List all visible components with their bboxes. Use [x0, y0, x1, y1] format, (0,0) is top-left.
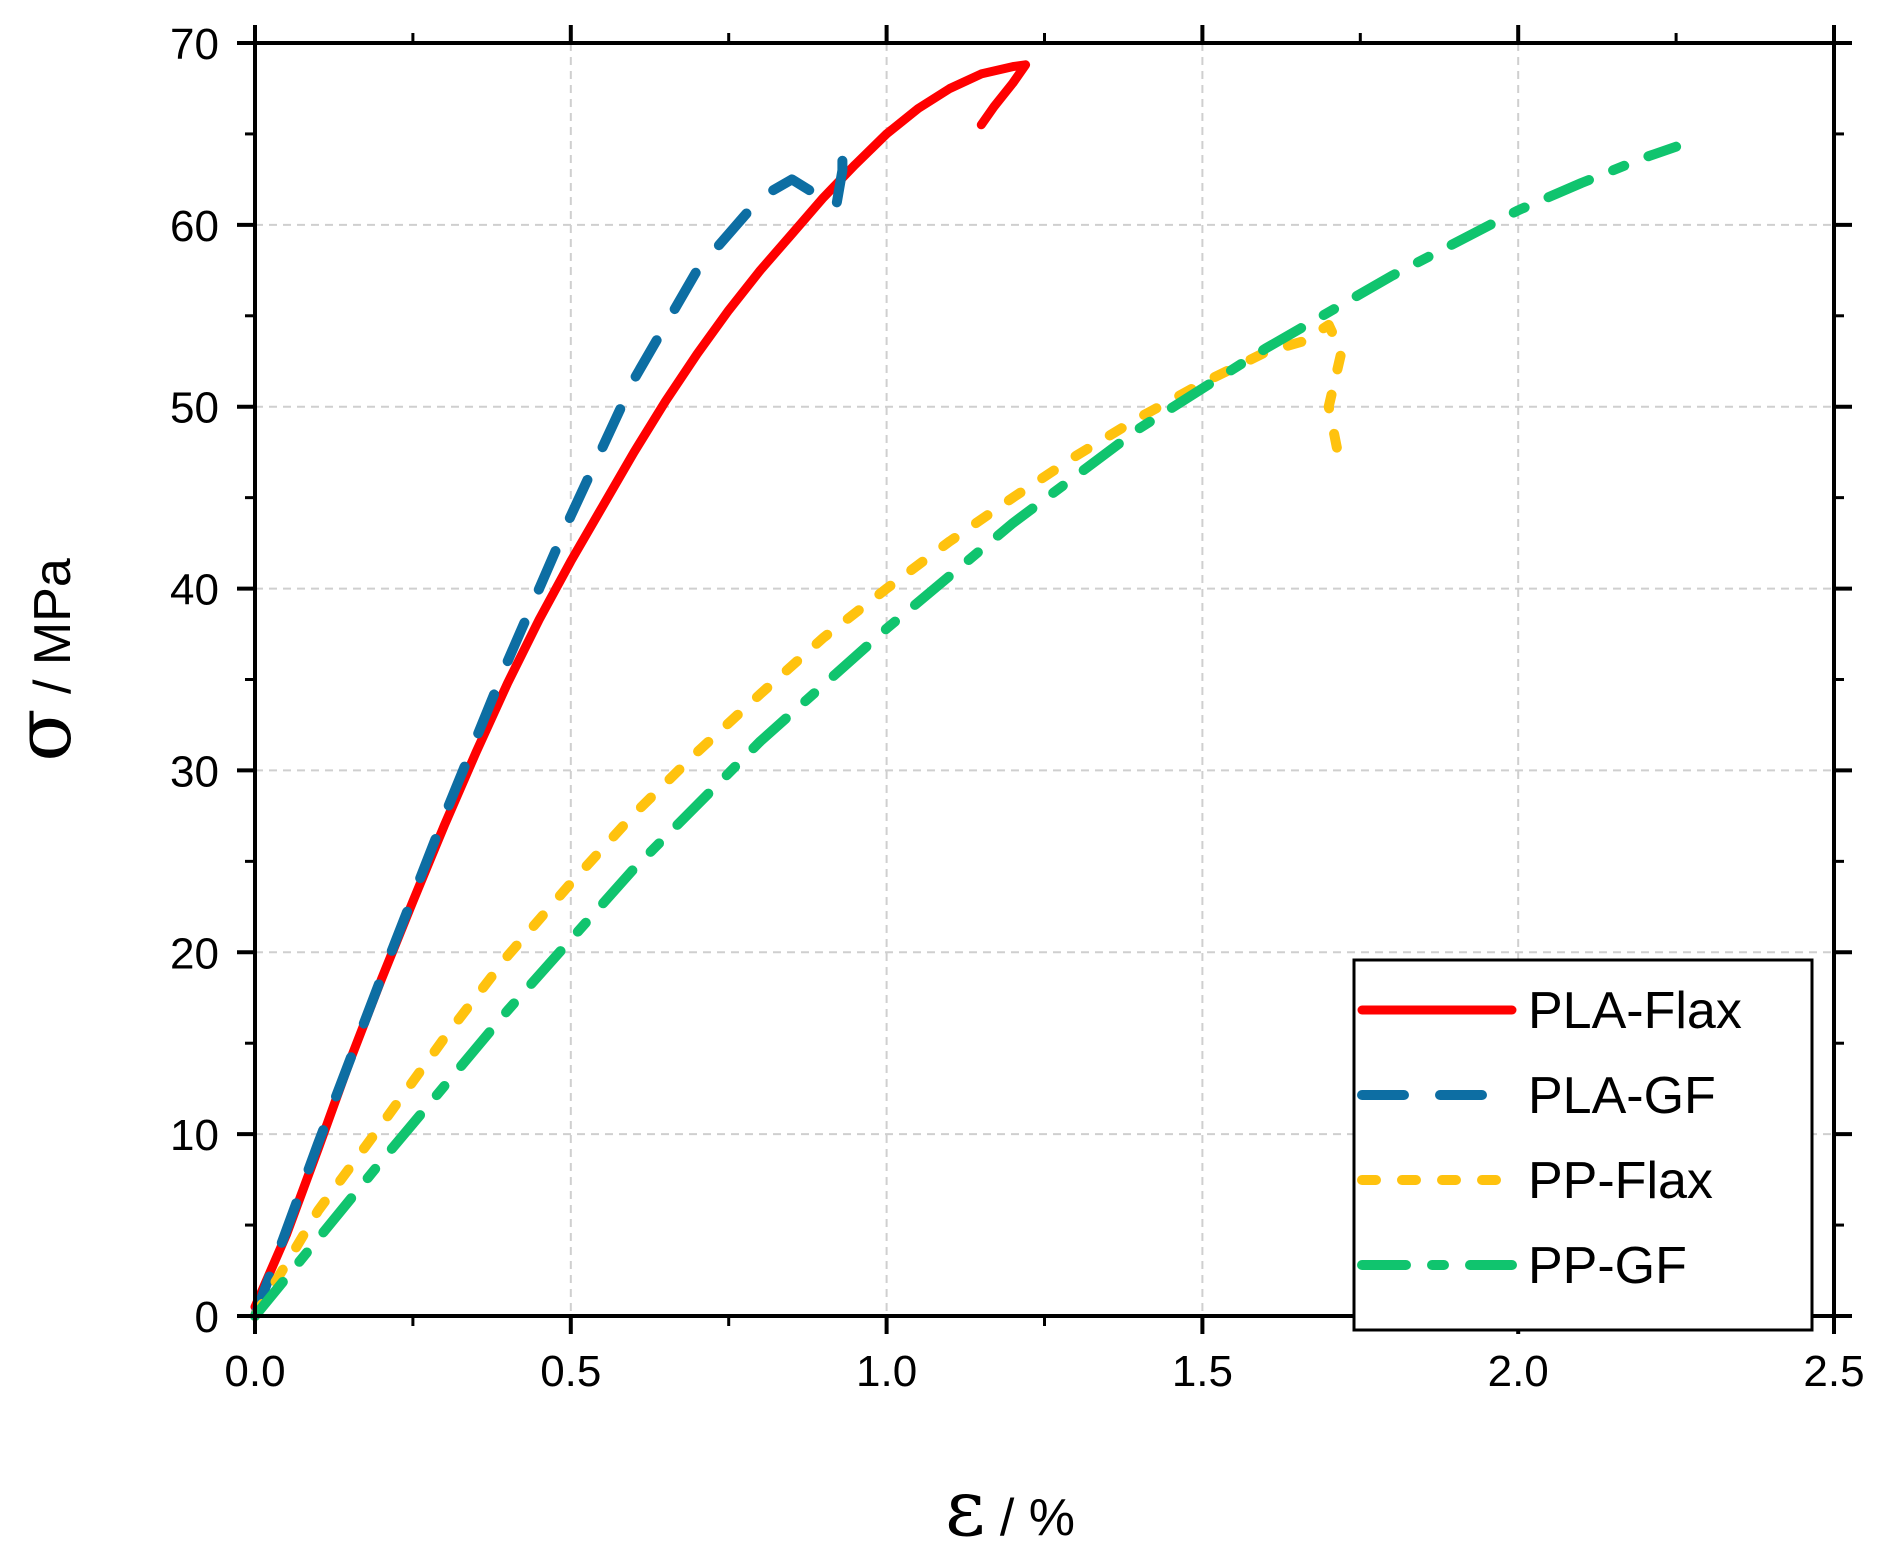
y-axis-symbol: σ: [0, 709, 89, 762]
legend-label: PLA-GF: [1528, 1067, 1716, 1125]
x-tick-label: 1.5: [1172, 1347, 1233, 1396]
y-tick-label: 40: [170, 566, 219, 615]
series-line-pla-gf: [250, 138, 848, 1321]
series-layer: [250, 60, 1682, 1321]
x-tick-labels: 0.0 0.5 1.0 1.5 2.0 2.5: [224, 1347, 1864, 1396]
legend-label: PP-Flax: [1528, 1152, 1713, 1210]
legend-label: PLA-Flax: [1528, 982, 1742, 1040]
y-tick-label: 50: [170, 384, 219, 433]
legend: PLA-Flax PLA-GF PP-Flax PP-GF: [1352, 958, 1814, 1332]
grid-lines: [255, 43, 1834, 1316]
y-tick-label: 20: [170, 929, 219, 978]
x-tick-label: 2.0: [1488, 1347, 1549, 1396]
x-tick-label: 2.5: [1803, 1347, 1864, 1396]
x-axis-title: ε / %: [945, 1464, 1075, 1553]
y-axis-title: σ / MPa: [0, 558, 89, 762]
y-tick-label: 30: [170, 747, 219, 796]
series-line-pla-flax: [250, 60, 1031, 1312]
y-axis-unit: / MPa: [24, 558, 82, 708]
series-line-pp-gf: [250, 141, 1682, 1321]
x-tick-label: 1.0: [856, 1347, 917, 1396]
x-tick-label: 0.5: [540, 1347, 601, 1396]
y-tick-label: 60: [170, 202, 219, 251]
y-tick-label: 0: [195, 1293, 219, 1342]
legend-label: PP-GF: [1528, 1237, 1687, 1295]
y-tick-labels: 0 10 20 30 40 50 60 70: [170, 20, 219, 1342]
x-tick-label: 0.0: [224, 1347, 285, 1396]
x-axis-symbol: ε: [945, 1464, 985, 1553]
series-line-pp-flax: [250, 319, 1347, 1321]
y-tick-label: 70: [170, 20, 219, 69]
y-tick-label: 10: [170, 1111, 219, 1160]
x-axis-unit: / %: [985, 1489, 1075, 1547]
